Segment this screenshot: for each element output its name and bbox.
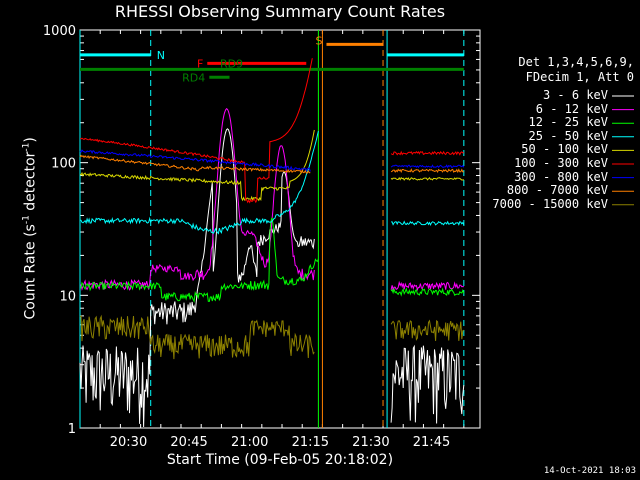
y-axis-label-sup: -1: [21, 215, 32, 225]
series-line-pre: [79, 58, 313, 204]
legend-item: 25 - 50 keV: [529, 129, 608, 143]
y-axis-label-end: ): [22, 137, 39, 143]
x-tick-label: 20:30: [110, 435, 147, 450]
flag-label: F: [197, 57, 203, 70]
series-line-pre: [79, 154, 311, 174]
y-axis-label: Count Rate (s-1 detector-1): [22, 48, 39, 408]
x-tick-label: 21:30: [352, 435, 389, 450]
legend-item: 3 - 6 keV: [543, 88, 608, 102]
legend-item: 300 - 800 keV: [514, 170, 608, 184]
series-line-pre: [79, 314, 315, 360]
y-tick-label: 1000: [43, 24, 76, 39]
legend-header-line: FDecim 1, Att 0: [525, 70, 634, 84]
series-line-post: [390, 319, 465, 341]
series-line-pre: [79, 149, 311, 172]
x-tick-label: 20:45: [170, 435, 207, 450]
flag-label: S: [315, 34, 322, 47]
legend-label: 12 - 25 keV: [528, 115, 608, 130]
legend-item: 6 - 12 keV: [536, 102, 608, 116]
x-tick-label: 21:45: [413, 435, 450, 450]
y-axis-label-pre: Count Rate (s: [22, 224, 39, 320]
x-tick-label: 21:15: [292, 435, 329, 450]
legend-header: Det 1,3,4,5,6,9, FDecim 1, Att 0: [488, 55, 634, 85]
legend-label: 3 - 6 keV: [542, 88, 608, 102]
legend-label: 800 - 7000 keV: [506, 183, 608, 198]
x-axis-label: Start Time (09-Feb-05 20:18:02): [166, 452, 394, 468]
y-tick-label: 10: [59, 289, 76, 304]
series-line-pre: [79, 108, 315, 291]
legend-item: 800 - 7000 keV: [507, 183, 608, 197]
y-tick-label: 1: [68, 422, 76, 437]
y-axis-label-mid: detector: [22, 151, 39, 216]
series-line-post: [390, 287, 465, 297]
legend-label: 300 - 800 keV: [514, 169, 608, 184]
legend-item: 12 - 25 keV: [529, 115, 608, 129]
flag-label: N: [157, 49, 165, 62]
x-tick-label: 21:00: [231, 435, 268, 450]
series-line-pre: [79, 128, 315, 428]
legend-header-line: Det 1,3,4,5,6,9,: [518, 55, 634, 69]
flag-label: RD4: [182, 71, 205, 84]
legend-label: 25 - 50 keV: [528, 128, 608, 143]
series-line-pre: [79, 217, 319, 303]
flag-label: RD9: [220, 57, 243, 70]
legend-label: 6 - 12 keV: [535, 101, 608, 116]
series-line-post: [390, 280, 464, 292]
y-axis-label-sup2: -1: [21, 142, 32, 152]
legend-label: 100 - 300 keV: [514, 156, 608, 170]
legend-label: 7000 - 15000 keV: [492, 196, 608, 211]
legend-item: 7000 - 15000 keV: [492, 197, 608, 211]
legend-label: 50 - 100 keV: [521, 142, 608, 157]
chart-title: RHESSI Observing Summary Count Rates: [114, 2, 446, 21]
series-line-post: [390, 150, 464, 156]
series-line-post: [391, 220, 465, 226]
footer-timestamp: 14-Oct-2021 18:03: [543, 466, 636, 476]
series-line-post: [390, 344, 465, 424]
y-tick-label: 100: [51, 157, 76, 172]
legend-item: 100 - 300 keV: [514, 156, 608, 170]
series-line-pre: [79, 129, 315, 202]
series-line-post: [390, 164, 465, 169]
legend-item: 50 - 100 keV: [521, 142, 608, 156]
series-line-pre: [79, 130, 319, 235]
series-line-post: [390, 168, 464, 174]
series-line-post: [390, 176, 464, 181]
